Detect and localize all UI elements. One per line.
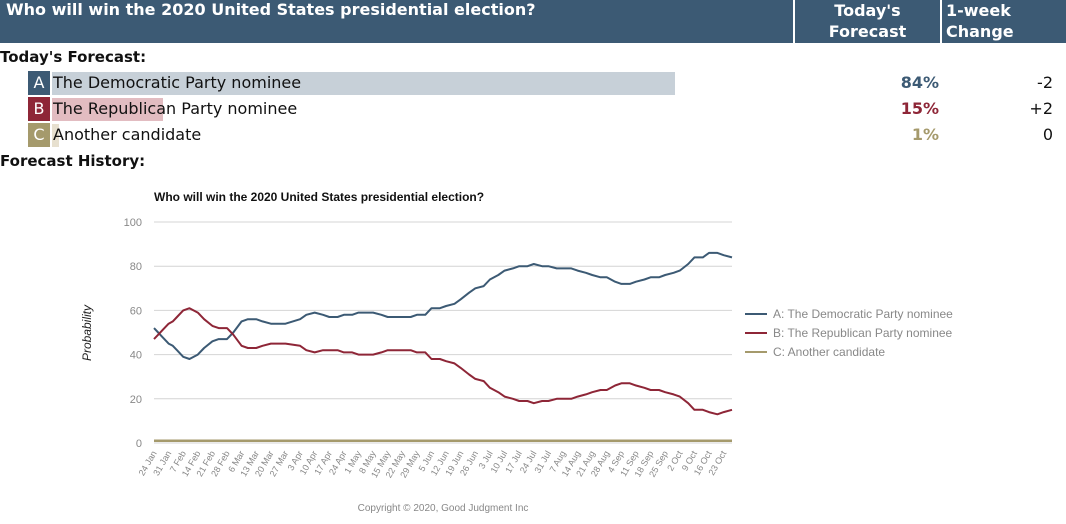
question-title: Who will win the 2020 United States pres… — [6, 0, 536, 19]
forecast-bar — [52, 72, 676, 95]
legend-entry: B: The Republican Party nominee — [773, 326, 953, 340]
y-tick-label: 40 — [130, 350, 142, 362]
y-tick-label: 20 — [130, 394, 142, 406]
week-change-heading: 1-week Change — [946, 0, 1066, 43]
option-label: Another candidate — [53, 125, 202, 144]
today-heading-line2: Forecast — [828, 22, 907, 41]
y-tick-label: 60 — [130, 305, 142, 317]
y-tick-label: 0 — [136, 438, 142, 450]
chart-title: Who will win the 2020 United States pres… — [154, 190, 484, 204]
option-forecast: 1% — [911, 125, 939, 144]
option-letter-badge: B — [28, 97, 50, 121]
option-label: The Republican Party nominee — [53, 99, 298, 118]
week-heading-line1: 1-week — [946, 1, 1011, 20]
series-line-b — [153, 307, 733, 416]
week-heading-line2: Change — [946, 22, 1014, 41]
option-label: The Democratic Party nominee — [53, 73, 302, 92]
forecast-header: Who will win the 2020 United States pres… — [0, 0, 1066, 43]
chart-legend: A: The Democratic Party nominee B: The Re… — [745, 307, 953, 359]
option-change: +2 — [1029, 99, 1053, 118]
legend-entry: C: Another candidate — [773, 345, 885, 359]
option-letter-badge: C — [28, 123, 50, 147]
y-tick-label: 80 — [130, 261, 142, 273]
legend-entry: A: The Democratic Party nominee — [773, 307, 953, 321]
option-change: 0 — [1042, 125, 1053, 144]
option-change: -2 — [1037, 73, 1053, 92]
forecast-bar — [52, 98, 164, 121]
forecast-history-chart: Who will win the 2020 United States pres… — [80, 190, 953, 514]
chart-grid — [154, 221, 732, 444]
forecast-bar — [52, 124, 60, 147]
chart-copyright: Copyright © 2020, Good Judgment Inc — [358, 503, 529, 514]
todays-forecast-label: Today's Forecast: — [0, 48, 147, 66]
y-axis: 0 20 40 60 80 100 — [124, 217, 142, 450]
option-row-c: C Another candidate 1% 0 — [0, 123, 1066, 147]
y-tick-label: 100 — [124, 217, 142, 229]
today-heading-line1: Today's — [834, 1, 901, 20]
option-forecast: 15% — [900, 99, 939, 118]
header-divider — [793, 0, 795, 43]
series-line-a — [153, 251, 733, 360]
option-letter-badge: A — [28, 71, 50, 95]
chart-series — [153, 251, 733, 443]
option-row-a: A The Democratic Party nominee 84% -2 — [0, 71, 1066, 95]
option-forecast: 84% — [900, 73, 939, 92]
header-divider — [940, 0, 942, 43]
option-row-b: B The Republican Party nominee 15% +2 — [0, 97, 1066, 121]
forecast-history-label: Forecast History: — [0, 152, 146, 170]
today-forecast-heading: Today's Forecast — [795, 0, 940, 43]
y-axis-label: Probability — [80, 304, 94, 361]
